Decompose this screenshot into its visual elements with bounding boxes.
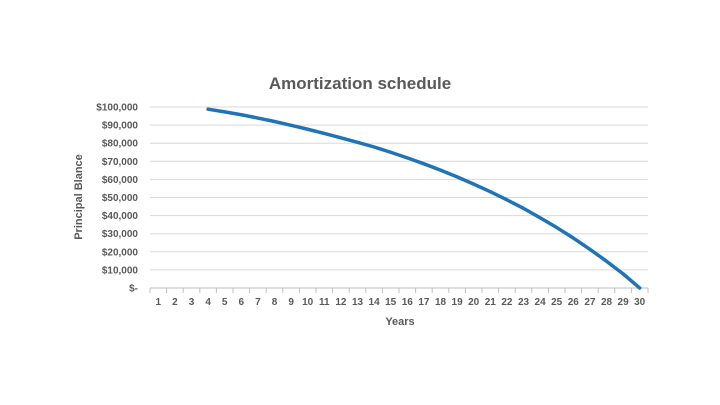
x-tick-label: 29 [618,297,630,308]
x-tick-label: 21 [485,297,497,308]
gridlines [150,106,648,271]
x-tick-label: 12 [335,297,347,308]
y-tick-label: $20,000 [102,247,139,258]
x-tick-label: 25 [551,297,563,308]
x-tick-label: 28 [601,297,613,308]
x-tick-label: 13 [352,297,364,308]
x-tick-label: 4 [205,297,211,308]
y-tick-label: $50,000 [102,193,139,204]
y-tick-label: $30,000 [102,229,139,240]
x-tick-label: 2 [172,297,178,308]
y-tick-label: $- [129,284,138,295]
x-tick-label: 15 [385,297,397,308]
x-axis-tick-labels: 1 2 3 4 5 6 7 8 9 10 11 12 13 14 15 16 17 18 19 20 21 22 23 24 2… [149,288,649,308]
x-tick-label: 22 [501,297,513,308]
x-tick-label: 19 [452,297,464,308]
x-tick-label: 18 [435,297,447,308]
chart-title: Amortization schedule [269,74,451,93]
x-tick-label: 8 [272,297,278,308]
y-tick-label: $70,000 [102,157,139,168]
y-axis-title: Principal Blance [73,154,85,240]
x-tick-label: 10 [302,297,314,308]
x-tick-label: 6 [239,297,245,308]
x-tick-label: 27 [584,297,596,308]
x-tick-label: 11 [319,297,330,308]
x-tick-label: 23 [518,297,530,308]
x-tick-label: 3 [189,297,195,308]
y-tick-label: $80,000 [102,139,139,150]
y-tick-label: $40,000 [102,211,139,222]
x-tick-label: 1 [156,297,162,308]
x-tick-label: 14 [369,297,381,308]
series-line [206,107,642,290]
y-tick-label: $10,000 [102,265,139,276]
y-tick-label: $60,000 [102,175,139,186]
x-tick-label: 24 [535,297,547,308]
x-tick-label: 9 [288,297,294,308]
x-tick-label: 16 [402,297,414,308]
y-tick-label: $100,000 [96,103,138,114]
x-tick-label: 20 [468,297,480,308]
x-tick-label: 5 [222,297,228,308]
y-tick-label: $90,000 [102,121,139,132]
x-tick-label: 17 [418,297,430,308]
x-tick-label: 30 [634,297,646,308]
x-axis-title: Years [385,316,414,328]
series-lines [206,107,642,290]
y-axis-tick-labels: $- $10,000 $20,000 $30,000 $40,000 $50,000 $60… [96,103,138,295]
x-tick-label: 7 [255,297,261,308]
x-tick-label: 26 [568,297,580,308]
